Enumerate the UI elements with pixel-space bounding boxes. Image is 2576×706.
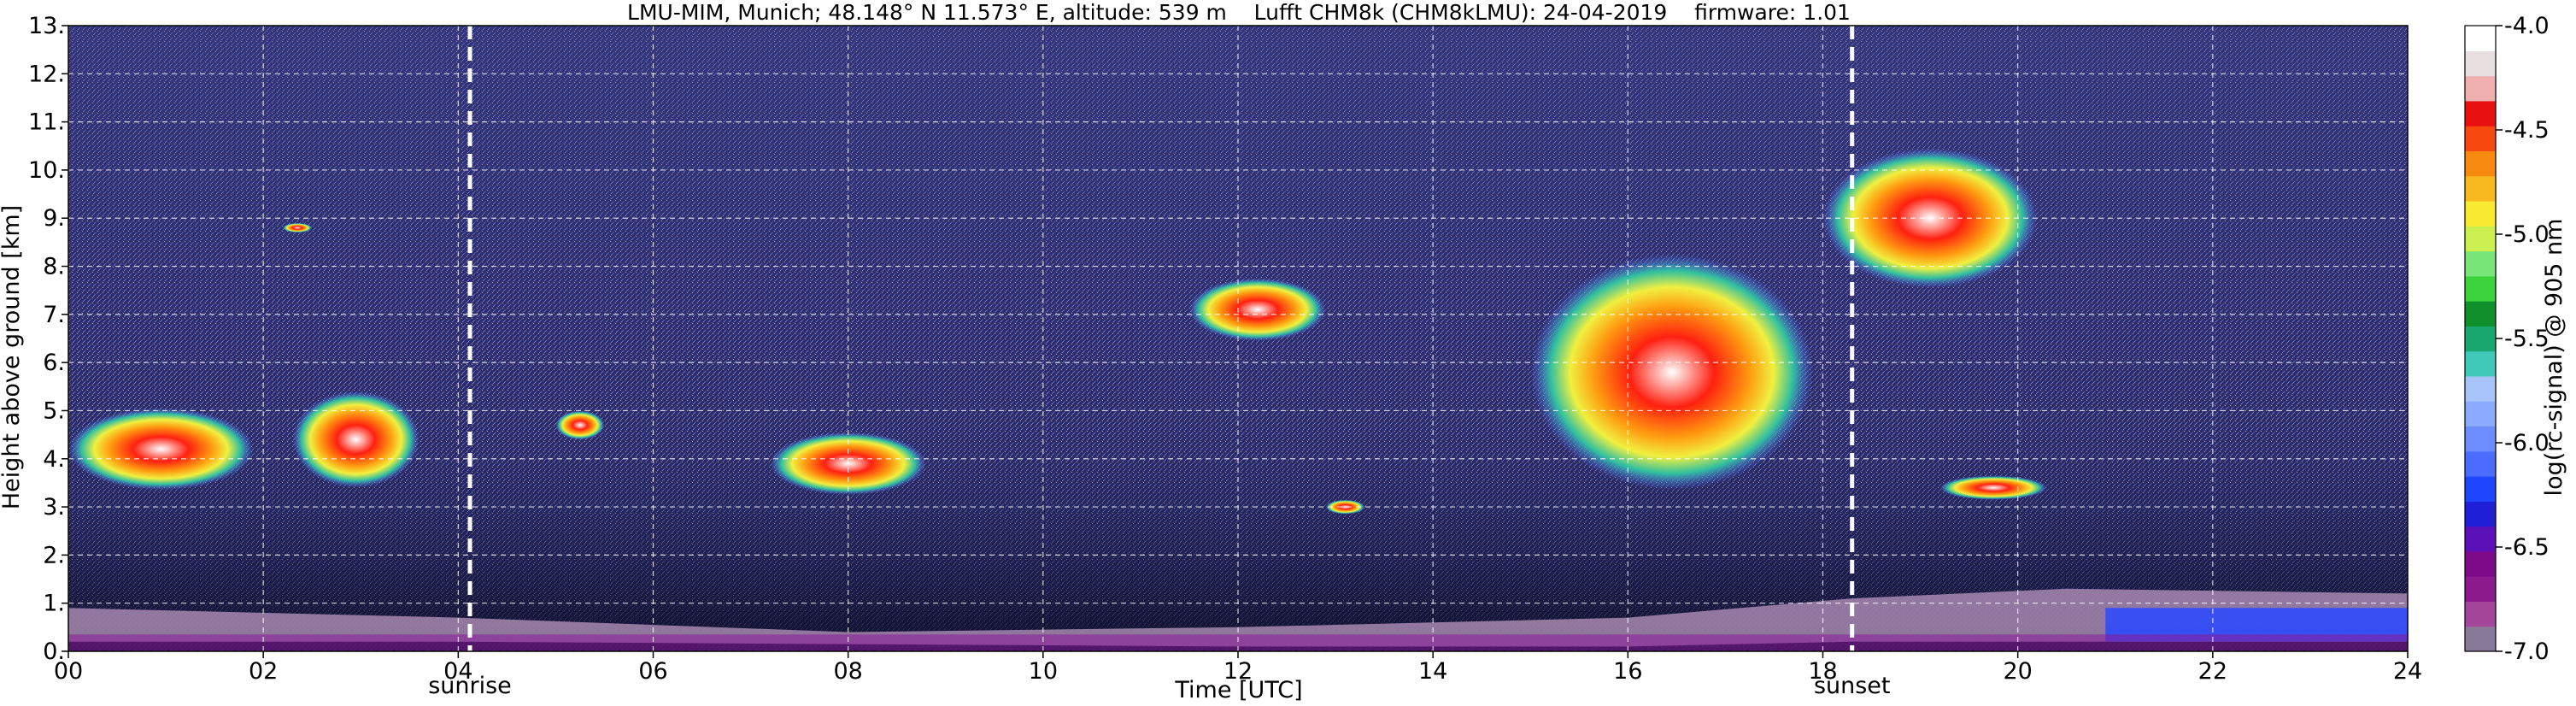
- sun-markers: sunrise sunset: [428, 26, 1891, 699]
- colorbar-tick-label: -5.0: [2504, 221, 2550, 248]
- x-axis-label: Time [UTC]: [1174, 677, 1302, 703]
- x-tick-label: 08: [833, 658, 862, 685]
- cloud-patch: [1939, 475, 2047, 500]
- y-axis-label: Height above ground [km]: [0, 205, 25, 509]
- x-tick-label: 22: [2198, 658, 2227, 685]
- x-tick-label: 12: [1223, 658, 1253, 685]
- colorbar-tick-label: -7.0: [2504, 638, 2550, 665]
- x-tick-label: 18: [1808, 658, 1837, 685]
- colorbar-swatch: [2465, 301, 2496, 327]
- colorbar-swatch: [2465, 26, 2496, 51]
- sunset-label: sunset: [1814, 673, 1891, 699]
- colorbar-swatch: [2465, 200, 2496, 227]
- colorbar-swatch: [2465, 75, 2496, 102]
- x-axis-ticks: 00 02 04 06 08 10 12 14 16 18 20 22 24: [54, 651, 2422, 685]
- colorbar-swatch: [2465, 626, 2496, 652]
- cloud-patch: [68, 408, 254, 491]
- colorbar-swatch: [2465, 576, 2496, 603]
- y-tick-label: 6.: [43, 350, 65, 376]
- colorbar-swatch: [2465, 601, 2496, 627]
- y-tick-label: 5.: [43, 397, 65, 424]
- colorbar-swatch: [2465, 250, 2496, 277]
- cloud-patch: [292, 391, 420, 488]
- colorbar-swatch: [2465, 175, 2496, 202]
- x-tick-label: 06: [638, 658, 667, 685]
- colorbar-swatch: [2465, 401, 2496, 427]
- colorbar-ticks: -4.0 -4.5 -5.0 -5.5 -6.0 -6.5 -7.0: [2496, 13, 2550, 665]
- x-tick-label: 24: [2393, 658, 2422, 685]
- x-tick-label: 20: [2003, 658, 2032, 685]
- y-tick-label: 7.: [43, 302, 65, 328]
- x-tick-label: 00: [54, 658, 83, 685]
- colorbar-tick-label: -5.5: [2504, 326, 2550, 352]
- colorbar-tick-label: -6.0: [2504, 430, 2550, 456]
- cloud-patch: [1188, 278, 1326, 341]
- y-tick-label: 12.: [28, 61, 65, 87]
- x-tick-label: 16: [1613, 658, 1642, 685]
- chart-title: LMU-MIM, Munich; 48.148° N 11.573° E, al…: [627, 0, 1851, 25]
- y-tick-label: 3.: [43, 494, 65, 521]
- colorbar-swatch: [2465, 326, 2496, 352]
- x-tick-label: 14: [1418, 658, 1447, 685]
- plot-area: sunrise sunset: [67, 25, 2409, 699]
- colorbar-swatch: [2465, 350, 2496, 377]
- x-tick-label: 10: [1029, 658, 1058, 685]
- x-tick-label: 04: [443, 658, 472, 685]
- colorbar-swatch: [2465, 150, 2496, 177]
- colorbar-swatch: [2465, 450, 2496, 477]
- y-tick-label: 10.: [28, 157, 65, 184]
- y-axis-ticks: 0. 1. 2. 3. 4. 5. 6. 7. 8. 9. 10. 11. 12. 13.: [28, 13, 68, 665]
- y-tick-label: 1.: [43, 591, 65, 617]
- colorbar-swatch: [2465, 126, 2496, 151]
- y-tick-label: 8.: [43, 254, 65, 280]
- y-tick-label: 2.: [43, 542, 65, 568]
- y-tick-label: 13.: [28, 13, 65, 39]
- cloud-patch: [1530, 254, 1814, 491]
- sunrise-label: sunrise: [428, 673, 512, 699]
- colorbar-tick-label: -4.0: [2504, 13, 2550, 39]
- colorbar-tick-label: -4.5: [2504, 117, 2550, 144]
- colorbar-swatch: [2465, 100, 2496, 126]
- y-tick-label: 11.: [28, 109, 65, 136]
- aerosol-layer: [2105, 608, 2408, 642]
- colorbar-swatch: [2465, 426, 2496, 452]
- cloud-patch: [555, 410, 605, 440]
- colorbar-tick-label: -6.5: [2504, 534, 2550, 561]
- colorbar-swatch: [2465, 476, 2496, 502]
- cloud-patch: [1325, 499, 1365, 515]
- colorbar-label: log(rc-signal) @ 905 nm: [2541, 219, 2567, 497]
- cloud-layers: [68, 148, 2047, 515]
- cloud-patch: [283, 222, 313, 233]
- colorbar-swatch: [2465, 226, 2496, 252]
- cloud-patch: [770, 432, 926, 495]
- colorbar-swatch: [2465, 526, 2496, 552]
- y-tick-label: 9.: [43, 205, 65, 232]
- colorbar-swatch: [2465, 550, 2496, 577]
- colorbar-swatch: [2465, 275, 2496, 302]
- y-tick-label: 0.: [43, 638, 65, 665]
- colorbar-swatch: [2465, 501, 2496, 527]
- colorbar-swatch: [2465, 375, 2496, 402]
- x-tick-label: 02: [249, 658, 278, 685]
- colorbar-swatch: [2465, 50, 2496, 77]
- colorbar: -4.0 -4.5 -5.0 -5.5 -6.0 -6.5 -7.0 log(rc-sign…: [2464, 13, 2567, 665]
- y-tick-label: 4.: [43, 446, 65, 473]
